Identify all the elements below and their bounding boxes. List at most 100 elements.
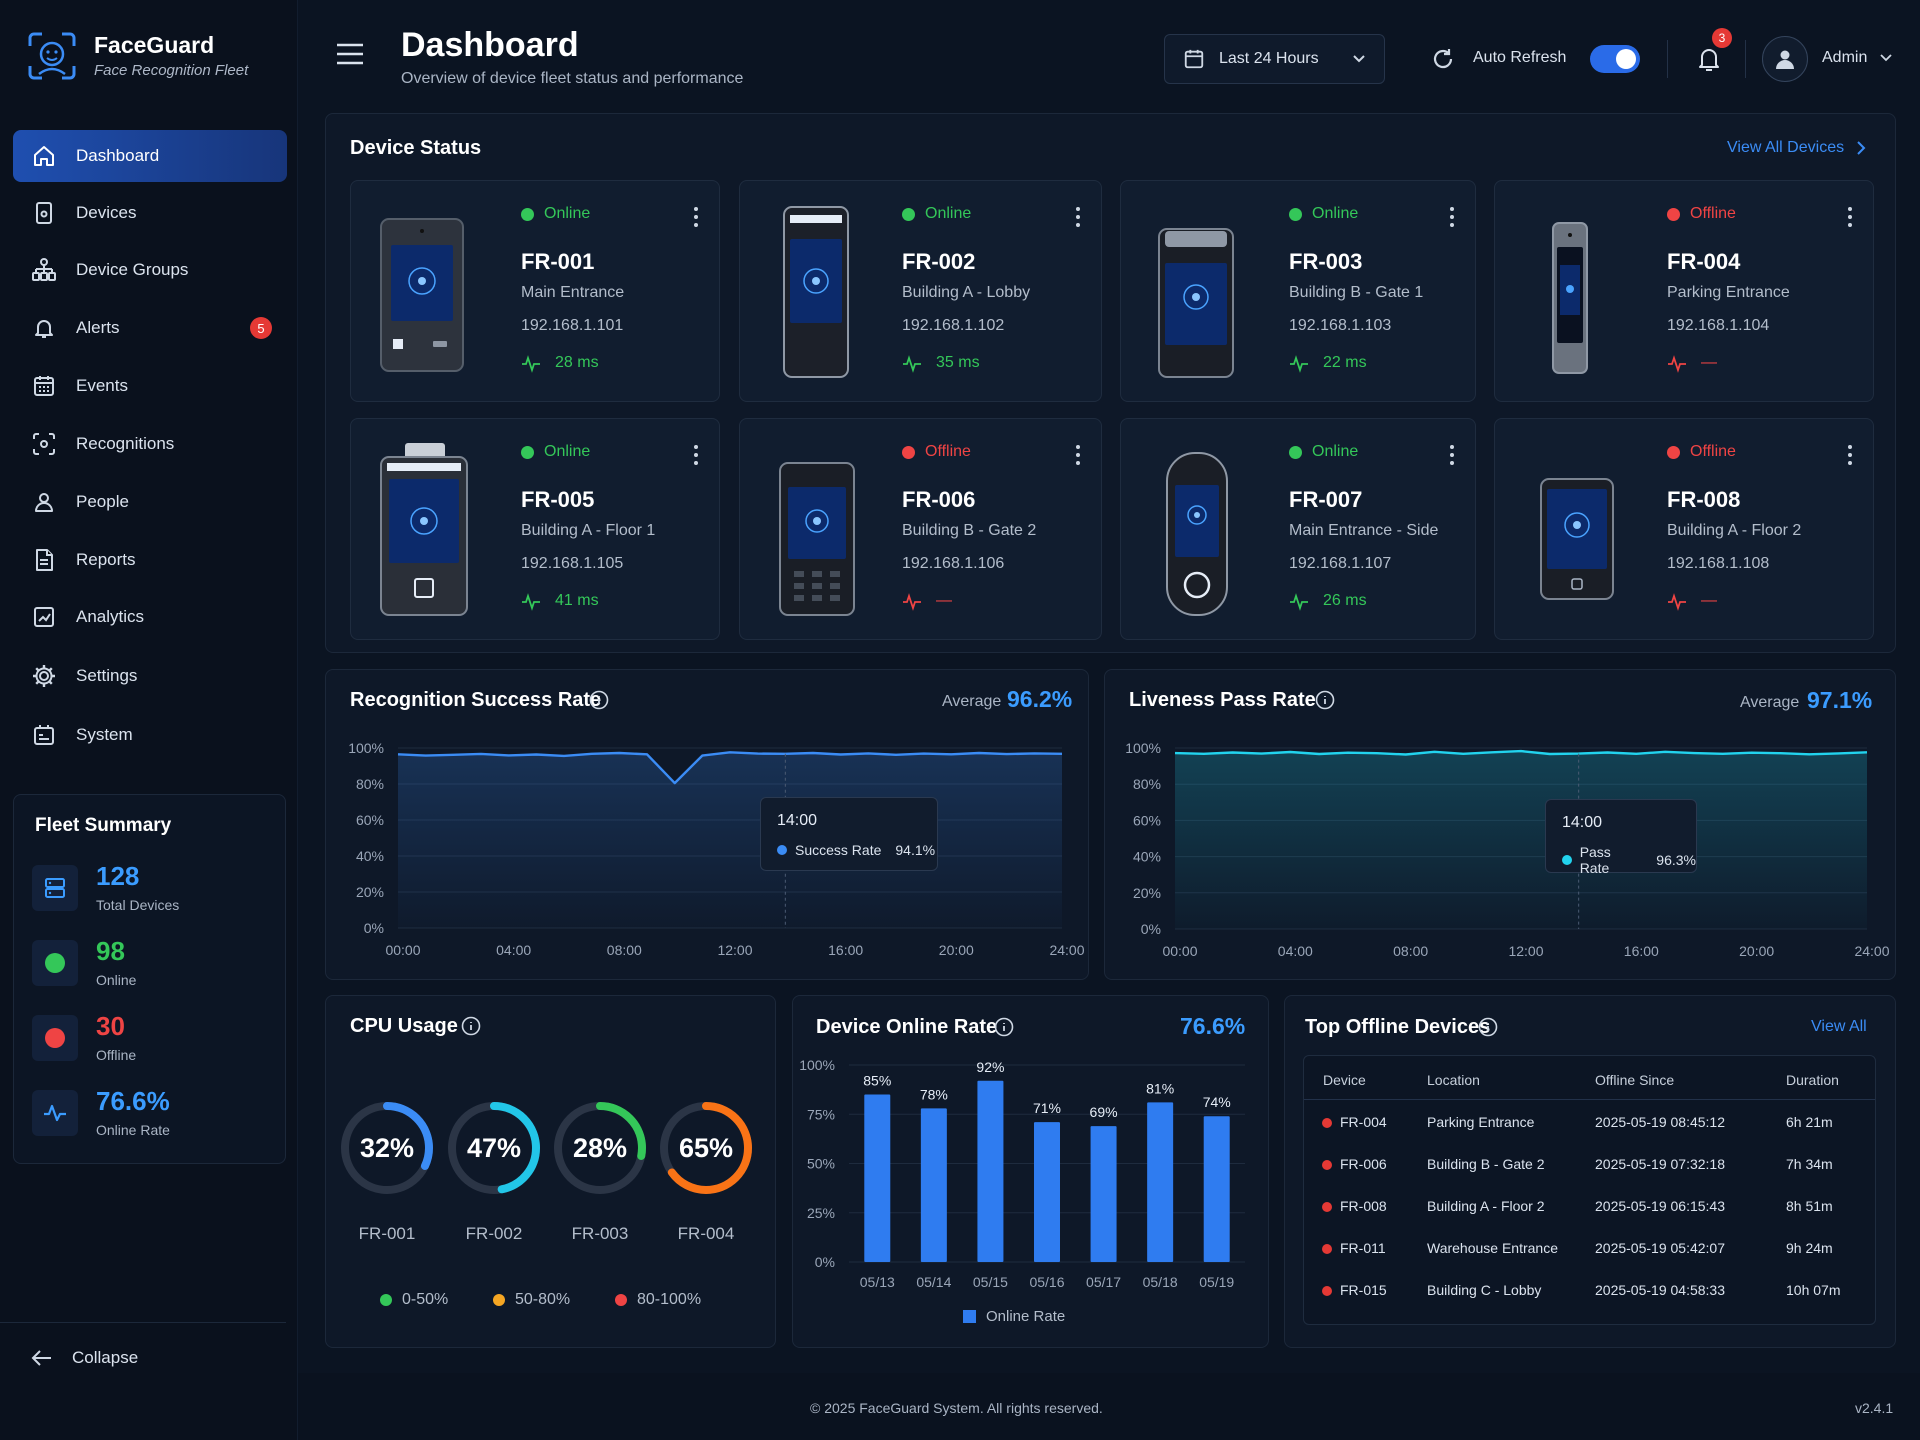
- nav-item-reports[interactable]: Reports: [13, 534, 287, 586]
- table-row[interactable]: FR-006 Building B - Gate 2 2025-05-19 07…: [1304, 1154, 1875, 1190]
- time-range-select[interactable]: Last 24 Hours: [1164, 34, 1385, 84]
- auto-refresh-toggle[interactable]: [1590, 45, 1640, 73]
- user-menu[interactable]: Admin: [1822, 49, 1892, 67]
- average-value: 97.1%: [1807, 687, 1873, 713]
- collapse-button[interactable]: Collapse: [0, 1322, 286, 1392]
- y-tick-label: 40%: [356, 848, 384, 864]
- cell-location: Parking Entrance: [1427, 1114, 1535, 1130]
- recognition-rate-title: Recognition Success Rate: [350, 689, 602, 711]
- nav-item-device-groups[interactable]: Device Groups: [13, 244, 287, 296]
- view-all-devices-link[interactable]: View All Devices: [1727, 139, 1866, 157]
- header-divider: [1745, 40, 1746, 78]
- cell-offline-since: 2025-05-19 08:45:12: [1595, 1114, 1725, 1130]
- info-icon[interactable]: [994, 1017, 1014, 1037]
- latency-value: —: [1701, 592, 1717, 609]
- column-header: Duration: [1786, 1072, 1839, 1088]
- x-tick-label: 24:00: [1049, 942, 1084, 958]
- info-icon[interactable]: [589, 690, 609, 710]
- chart-tooltip: 14:00 Pass Rate 96.3%: [1545, 799, 1697, 876]
- kebab-menu-icon[interactable]: [691, 205, 701, 229]
- status-dot: [1289, 445, 1302, 459]
- kebab-menu-icon[interactable]: [1845, 205, 1855, 229]
- tooltip-label: Pass Rate: [1579, 844, 1611, 876]
- person-icon: [35, 493, 53, 512]
- fleet-value: 30: [96, 1011, 125, 1041]
- page-subtitle: Overview of device fleet status and perf…: [401, 70, 744, 87]
- device-id: FR-003: [1289, 249, 1363, 274]
- table-row[interactable]: FR-011 Warehouse Entrance 2025-05-19 05:…: [1304, 1238, 1875, 1274]
- nav-label: Reports: [76, 550, 136, 569]
- info-icon[interactable]: [461, 1016, 481, 1036]
- table-row[interactable]: FR-004 Parking Entrance 2025-05-19 08:45…: [1304, 1112, 1875, 1148]
- cell-duration: 8h 51m: [1786, 1198, 1833, 1214]
- device-latency: —: [902, 591, 952, 611]
- kebab-menu-icon[interactable]: [1447, 443, 1457, 467]
- hamburger-menu-icon[interactable]: [336, 42, 364, 66]
- refresh-icon[interactable]: [1430, 46, 1456, 72]
- legend-item: 0-50%: [380, 1291, 448, 1309]
- nav-item-dashboard[interactable]: Dashboard: [13, 130, 287, 182]
- kebab-menu-icon[interactable]: [691, 443, 701, 467]
- device-card[interactable]: Online FR-007 Main Entrance - Side 192.1…: [1120, 418, 1476, 640]
- average-label: Average: [1740, 694, 1800, 711]
- column-header: Location: [1427, 1072, 1480, 1088]
- nav-item-settings[interactable]: Settings: [13, 650, 287, 702]
- avatar[interactable]: [1762, 36, 1808, 82]
- document-icon: [36, 549, 53, 571]
- nav-item-system[interactable]: System: [13, 709, 287, 761]
- green-dot-icon: [45, 953, 65, 973]
- kebab-menu-icon[interactable]: [1447, 205, 1457, 229]
- nav-label: Recognitions: [76, 434, 175, 453]
- y-tick-label: 0%: [815, 1254, 835, 1270]
- kebab-menu-icon[interactable]: [1073, 205, 1083, 229]
- cell-device: FR-008: [1340, 1198, 1387, 1214]
- device-card[interactable]: Offline FR-008 Building A - Floor 2 192.…: [1494, 418, 1874, 640]
- y-tick-label: 60%: [356, 812, 384, 828]
- kebab-menu-icon[interactable]: [1073, 443, 1083, 467]
- series-area: [398, 752, 1062, 928]
- cell-offline-since: 2025-05-19 04:58:33: [1595, 1282, 1725, 1298]
- column-header: Device: [1323, 1072, 1366, 1088]
- status-dot: [902, 207, 915, 221]
- table-row[interactable]: FR-015 Building C - Lobby 2025-05-19 04:…: [1304, 1280, 1875, 1316]
- notification-bell-icon[interactable]: [1695, 44, 1723, 74]
- info-icon[interactable]: [1315, 690, 1335, 710]
- y-tick-label: 75%: [807, 1106, 835, 1122]
- nav-label: System: [76, 725, 133, 744]
- legend-label: 50-80%: [515, 1291, 571, 1308]
- gauge-value: 47%: [466, 1133, 522, 1163]
- device-card[interactable]: Online FR-001 Main Entrance 192.168.1.10…: [350, 180, 720, 402]
- latency-value: 35 ms: [936, 354, 980, 371]
- view-all-offline-link[interactable]: View All: [1811, 1018, 1867, 1035]
- nav-item-recognitions[interactable]: Recognitions: [13, 418, 287, 470]
- table-row[interactable]: FR-008 Building A - Floor 2 2025-05-19 0…: [1304, 1196, 1875, 1232]
- chevron-right-icon: [1857, 141, 1866, 155]
- device-card[interactable]: Online FR-003 Building B - Gate 1 192.16…: [1120, 180, 1476, 402]
- info-icon[interactable]: [1478, 1017, 1498, 1037]
- cell-duration: 9h 24m: [1786, 1240, 1833, 1256]
- legend-swatch: [963, 1310, 976, 1323]
- nav-item-events[interactable]: Events: [13, 360, 287, 412]
- status-dot: [1322, 1118, 1332, 1128]
- nav-item-analytics[interactable]: Analytics: [13, 591, 287, 643]
- column-header: Offline Since: [1595, 1072, 1675, 1088]
- fleet-online: 98 Online: [32, 936, 272, 1000]
- device-groups-icon: [32, 258, 56, 281]
- fleet-online-rate: 76.6% Online Rate: [32, 1086, 272, 1150]
- pulse-icon: [1290, 593, 1308, 611]
- cell-duration: 7h 34m: [1786, 1156, 1833, 1172]
- device-card[interactable]: Offline FR-004 Parking Entrance 192.168.…: [1494, 180, 1874, 402]
- nav-item-people[interactable]: People: [13, 476, 287, 528]
- status-indicator: Offline: [1667, 443, 1736, 461]
- device-card[interactable]: Offline FR-006 Building B - Gate 2 192.1…: [739, 418, 1102, 640]
- chart-tooltip: 14:00 Success Rate 94.1%: [760, 797, 938, 871]
- face-scan-logo-icon: [28, 32, 76, 80]
- nav-item-alerts[interactable]: Alerts 5: [13, 302, 287, 354]
- device-card[interactable]: Online FR-002 Building A - Lobby 192.168…: [739, 180, 1102, 402]
- x-tick-label: 16:00: [1624, 943, 1659, 959]
- arrow-left-icon: [31, 1349, 51, 1366]
- nav-item-devices[interactable]: Devices: [13, 187, 287, 239]
- kebab-menu-icon[interactable]: [1845, 443, 1855, 467]
- cell-device: FR-004: [1340, 1114, 1387, 1130]
- device-card[interactable]: Online FR-005 Building A - Floor 1 192.1…: [350, 418, 720, 640]
